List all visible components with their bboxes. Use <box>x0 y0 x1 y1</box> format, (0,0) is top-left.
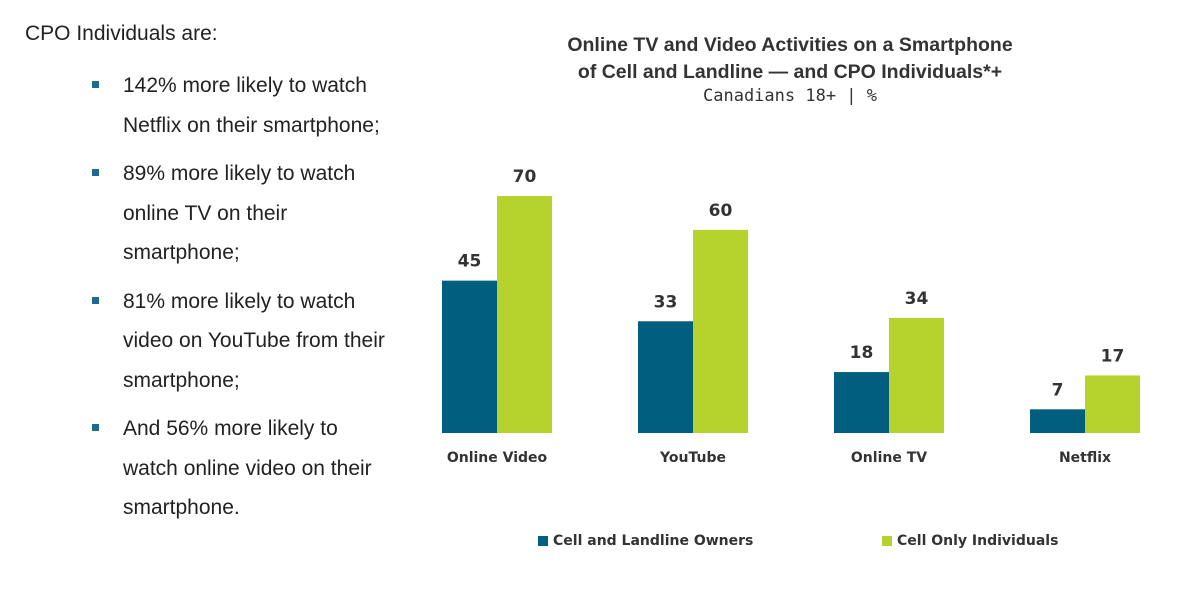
legend-item-cell-and-landline: Cell and Landline Owners <box>538 533 753 549</box>
bar-cell-only <box>497 196 552 433</box>
bullet-list: 142% more likely to watch Netflix on the… <box>90 66 390 537</box>
legend-label-cell-only: Cell Only Individuals <box>897 533 1059 549</box>
bar-cell-only <box>693 229 748 433</box>
bullet-item: And 56% more likely to watch online vide… <box>90 409 390 528</box>
chart-subtitle: Canadians 18+ | % <box>703 86 877 106</box>
data-label: 18 <box>850 343 874 363</box>
bar-cell-and-landline <box>1030 409 1085 433</box>
chart-title: Online TV and Video Activities on a Smar… <box>490 32 1090 86</box>
data-label: 7 <box>1052 380 1064 400</box>
data-label: 70 <box>513 167 537 187</box>
x-tick-label: Online TV <box>851 450 927 466</box>
bar-cell-only <box>889 317 944 433</box>
data-label: 45 <box>458 252 482 272</box>
intro-text: CPO Individuals are: <box>25 22 218 45</box>
x-tick-label: Netflix <box>1059 450 1111 466</box>
bullet-text: 142% more likely to watch Netflix on the… <box>123 74 380 137</box>
legend-swatch-cell-and-landline <box>538 536 548 546</box>
data-label: 33 <box>654 292 678 312</box>
chart-title-line1: Online TV and Video Activities on a Smar… <box>567 34 1013 56</box>
legend-item-cell-only: Cell Only Individuals <box>882 533 1058 549</box>
chart-title-line2: of Cell and Landline — and CPO Individua… <box>577 61 1003 83</box>
x-tick-label: Online Video <box>447 450 548 466</box>
bullet-item: 81% more likely to watch video on YouTub… <box>90 282 390 401</box>
data-label: 60 <box>709 201 733 221</box>
legend-label-cell-and-landline: Cell and Landline Owners <box>553 533 754 549</box>
bullet-item: 89% more likely to watch online TV on th… <box>90 154 390 273</box>
bullet-square-icon <box>92 296 99 304</box>
bullet-text: And 56% more likely to watch online vide… <box>123 417 372 519</box>
data-label: 17 <box>1101 346 1125 366</box>
bullet-square-icon <box>92 169 99 176</box>
bullet-text: 81% more likely to watch video on YouTub… <box>123 289 385 392</box>
data-label: 34 <box>905 289 929 309</box>
bar-cell-only <box>1085 375 1140 433</box>
bar-cell-and-landline <box>638 321 693 433</box>
legend-swatch-cell-only <box>882 536 892 546</box>
bar-cell-and-landline <box>442 280 497 433</box>
bar-cell-and-landline <box>834 372 889 433</box>
bullet-text: 89% more likely to watch online TV on th… <box>123 162 356 264</box>
bullet-square-icon <box>92 81 99 88</box>
x-tick-label: YouTube <box>659 450 726 466</box>
bullet-square-icon <box>92 424 99 431</box>
bullet-item: 142% more likely to watch Netflix on the… <box>90 66 390 145</box>
